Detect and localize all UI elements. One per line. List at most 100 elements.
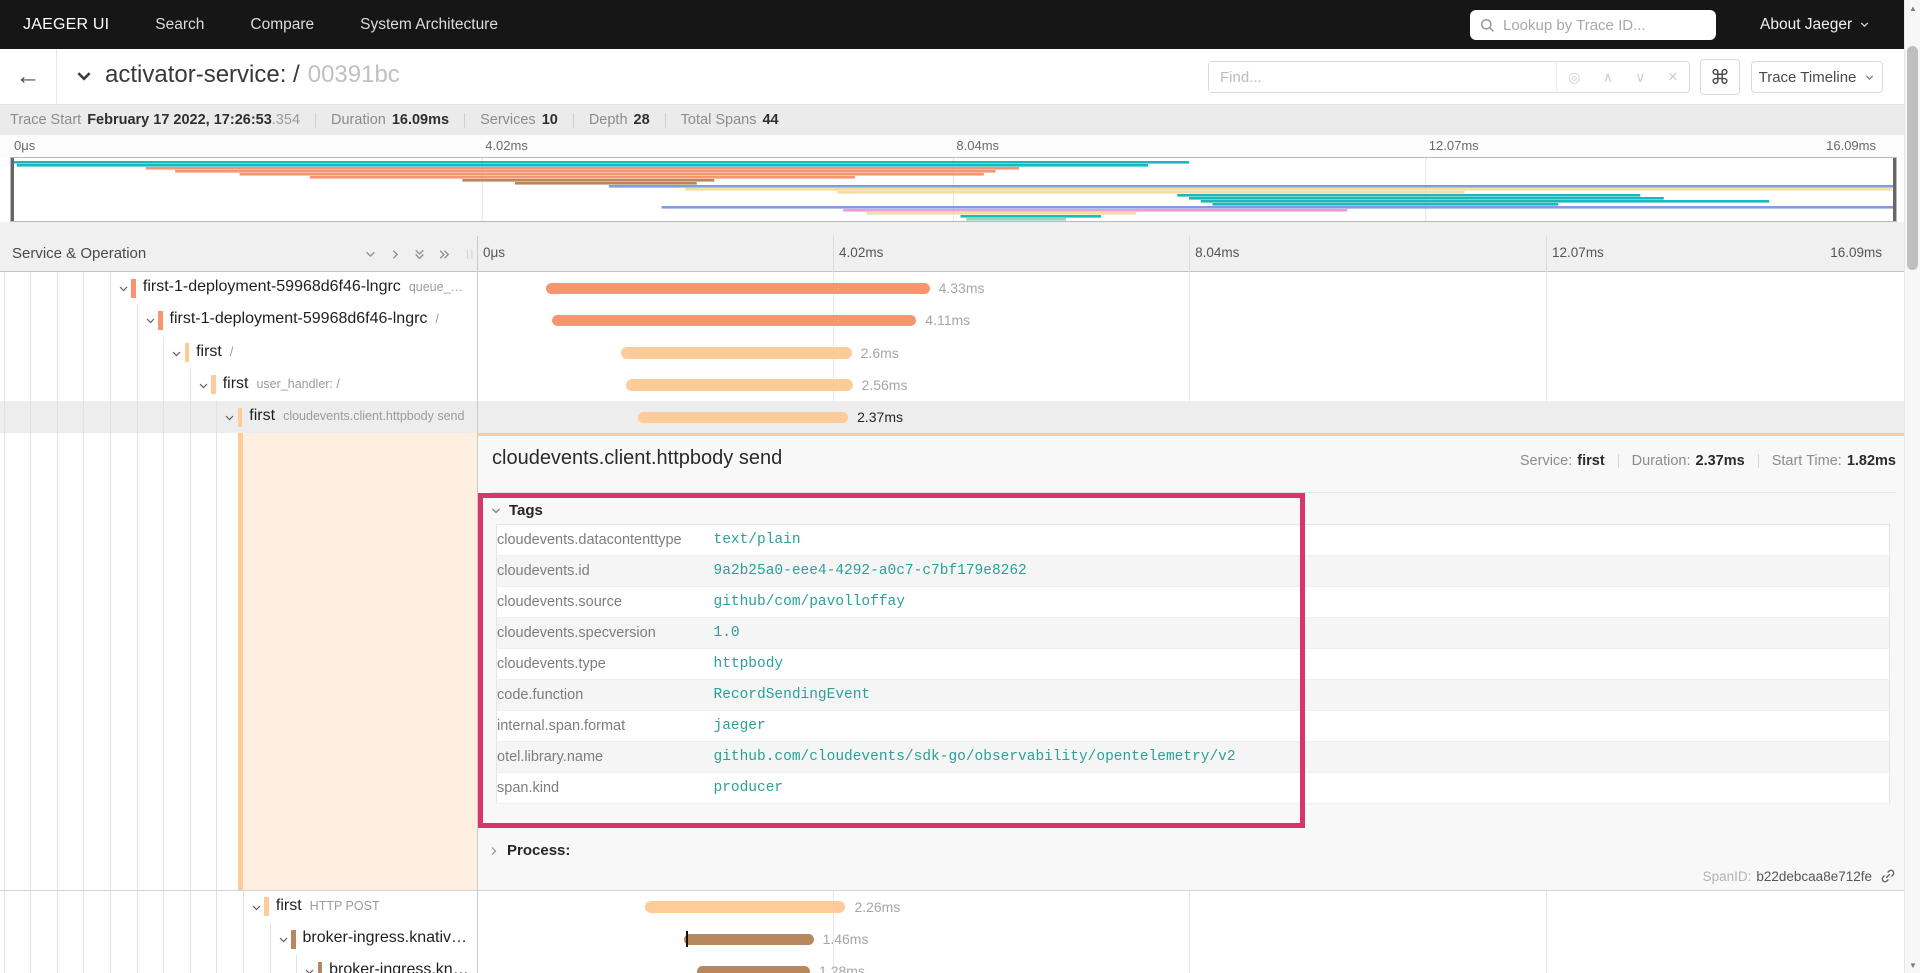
column-boundary[interactable] (477, 272, 478, 973)
expand-one-icon[interactable] (388, 248, 403, 266)
tag-key: cloudevents.specversion (496, 617, 714, 650)
span-duration-bar[interactable] (638, 411, 849, 424)
span-collapse-chevron-icon[interactable] (303, 965, 316, 973)
span-collapse-chevron-icon[interactable] (117, 282, 130, 300)
service-name[interactable]: first user_handler: / (222, 374, 340, 392)
keyboard-shortcuts-button[interactable]: ⌘ (1700, 59, 1740, 95)
operation-name: user_handler: / (256, 376, 340, 391)
view-selector-button[interactable]: Trace Timeline (1751, 61, 1883, 93)
detail-meta-value: 1.82ms (1846, 453, 1896, 470)
span-duration-bar[interactable] (696, 965, 810, 973)
scrollbar-thumb[interactable] (1907, 46, 1918, 270)
tags-table: cloudevents.datacontenttype text/plain clo… (496, 524, 1890, 805)
tag-row[interactable]: cloudevents.datacontenttype text/plain (496, 524, 1890, 557)
ruler-tick-label: 8.04ms (956, 138, 1000, 153)
span-row[interactable]: first-1-deployment-59968d6f46-lngrc/4.11… (0, 304, 1904, 337)
expand-all-icon[interactable] (437, 248, 452, 266)
stat-label: Services (480, 112, 536, 128)
tag-row[interactable]: span.kind producer (496, 772, 1890, 805)
scroll-up-arrow[interactable]: ▲ (1909, 3, 1917, 13)
tag-row[interactable]: cloudevents.specversion 1.0 (496, 617, 1890, 650)
tag-value: RecordSendingEvent (713, 679, 1890, 712)
column-resize-grip[interactable]: || (466, 249, 476, 260)
trace-minimap[interactable] (10, 157, 1897, 222)
link-icon[interactable] (1880, 868, 1896, 884)
service-name[interactable]: first / (196, 342, 234, 360)
stat-label: Trace Start (10, 112, 82, 128)
span-duration-label: 4.11ms (925, 312, 971, 329)
span-collapse-chevron-icon[interactable] (223, 411, 236, 429)
stat-label: Total Spans (680, 112, 757, 128)
nav-item-compare[interactable]: Compare (250, 15, 315, 33)
span-duration-bar[interactable] (552, 314, 917, 327)
tag-key: span.kind (496, 772, 714, 805)
span-row[interactable]: first-1-deployment-59968d6f46-lngrc queue… (0, 272, 1904, 305)
tag-key: cloudevents.id (496, 555, 714, 588)
service-name[interactable]: broker-ingress.knativ… (302, 929, 468, 947)
timeline-tick-label: 12.07ms (1552, 245, 1604, 260)
stat-value: 28 (633, 112, 650, 128)
span-duration-label: 2.37ms (857, 409, 904, 426)
span-row[interactable]: first cloudevents.client.httpbody send 2.3… (0, 401, 1904, 434)
tag-row[interactable]: cloudevents.type httpbody (496, 648, 1890, 681)
collapse-one-icon[interactable] (363, 248, 378, 266)
vertical-scrollbar[interactable]: ▲ ▼ (1904, 0, 1920, 973)
app-brand[interactable]: JAEGER UI (23, 15, 110, 33)
clear-find-icon[interactable]: × (1667, 67, 1678, 86)
span-row[interactable]: broker-ingress.kn… 1.28ms (0, 955, 1904, 973)
span-collapse-chevron-icon[interactable] (144, 314, 157, 332)
span-collapse-chevron-icon[interactable] (197, 379, 210, 397)
span-row[interactable]: first HTTP POST 2.26ms (0, 890, 1904, 924)
stat-value: 16.09ms (391, 112, 450, 128)
span-duration-bar[interactable] (645, 901, 846, 913)
find-input[interactable] (1209, 62, 1557, 92)
service-color-bar (237, 407, 243, 427)
span-row[interactable]: first user_handler: / 2.56ms (0, 368, 1904, 402)
nav-item-system-architecture[interactable]: System Architecture (360, 15, 498, 33)
tag-row[interactable]: internal.span.format jaeger (496, 710, 1890, 743)
find-group: ◎ ∧ ∨ × (1208, 61, 1690, 93)
span-duration-bar[interactable] (621, 347, 852, 359)
service-color-bar (184, 343, 190, 363)
trace-id-short: 00391bc (307, 61, 400, 88)
tags-accordion-header[interactable]: Tags (490, 502, 543, 519)
span-duration-bar[interactable] (684, 933, 814, 946)
service-name[interactable]: broker-ingress.kn… (329, 961, 469, 973)
next-result-icon[interactable]: ∨ (1635, 68, 1646, 85)
nav-item-search[interactable]: Search (155, 15, 205, 33)
span-collapse-chevron-icon[interactable] (250, 901, 263, 919)
prev-result-icon[interactable]: ∧ (1602, 68, 1613, 85)
trace-id-input[interactable] (1503, 16, 1693, 34)
stat-label: Depth (588, 112, 628, 128)
process-accordion-header[interactable]: Process: (488, 842, 570, 859)
tag-row[interactable]: otel.library.name github.com/cloudevents/… (496, 741, 1890, 774)
tag-row[interactable]: cloudevents.source github/com/pavolloffay (496, 586, 1890, 619)
service-name[interactable]: first-1-deployment-59968d6f46-lngrc / (169, 310, 439, 328)
scroll-down-arrow[interactable]: ▼ (1909, 960, 1917, 970)
tag-row[interactable]: code.function RecordSendingEvent (496, 679, 1890, 712)
span-duration-bar[interactable] (546, 282, 930, 294)
service-name[interactable]: first HTTP POST (275, 896, 380, 914)
collapse-trace-chevron-icon[interactable] (75, 67, 93, 90)
service-name[interactable]: first cloudevents.client.httpbody send (249, 407, 465, 425)
span-row[interactable]: broker-ingress.knativ… 1.46ms (0, 923, 1904, 956)
span-row[interactable]: first/2.6ms (0, 336, 1904, 369)
service-color-bar (291, 929, 296, 949)
span-log-marker[interactable] (686, 931, 688, 948)
ruler-tick-label: 12.07ms (1428, 138, 1479, 153)
match-scope-icon[interactable]: ◎ (1568, 68, 1581, 85)
ruler-tick-label: 16.09ms (1826, 138, 1876, 153)
chevron-down-icon (1861, 22, 1869, 28)
trace-id-lookup[interactable] (1470, 10, 1716, 40)
span-duration-bar[interactable] (625, 379, 853, 391)
tag-row[interactable]: cloudevents.id 9a2b25a0-eee4-4292-a0c7-c7… (496, 555, 1890, 588)
tag-value: httpbody (713, 648, 1890, 681)
back-button[interactable]: ← (0, 49, 57, 104)
collapse-all-icon[interactable] (412, 248, 427, 266)
span-collapse-chevron-icon[interactable] (277, 933, 290, 951)
span-collapse-chevron-icon[interactable] (170, 347, 183, 365)
about-jaeger-menu[interactable]: About Jaeger (1760, 0, 1870, 49)
tag-value: github/com/pavolloffay (713, 586, 1890, 619)
service-name[interactable]: first-1-deployment-59968d6f46-lngrc queue… (142, 278, 464, 295)
trace-title: activator-service: /00391bc (105, 61, 400, 88)
